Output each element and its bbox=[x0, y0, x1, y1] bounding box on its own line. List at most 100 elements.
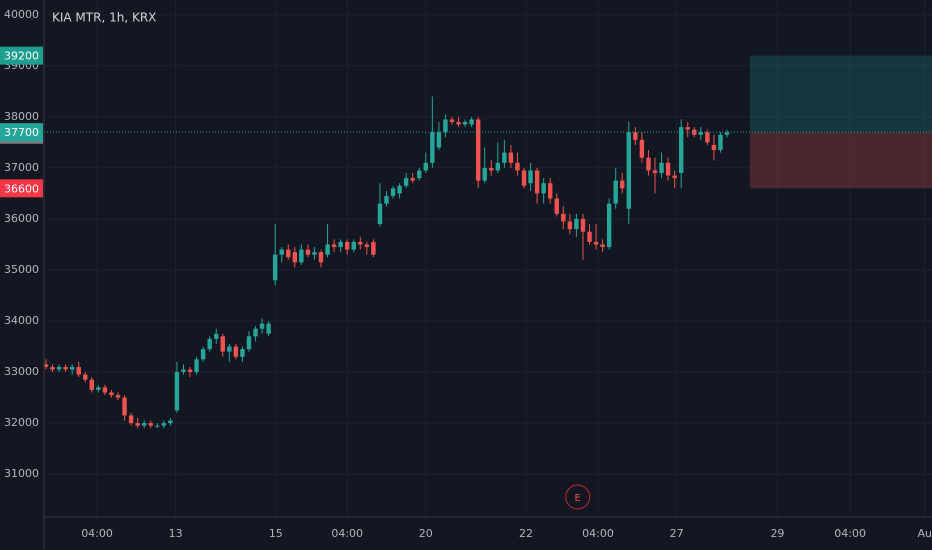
x-tick-label: 04:00 bbox=[834, 527, 866, 540]
candle-body bbox=[502, 152, 507, 163]
event-marker bbox=[565, 484, 591, 510]
candle-body bbox=[168, 420, 173, 424]
candle-body bbox=[724, 132, 730, 135]
x-tick-label: 22 bbox=[519, 527, 533, 540]
price-label: 36600 bbox=[4, 182, 39, 195]
candle-body bbox=[711, 144, 717, 151]
candle-body bbox=[390, 188, 396, 196]
candle-body bbox=[626, 132, 631, 209]
candle-body bbox=[351, 241, 356, 250]
candle-body bbox=[600, 244, 605, 248]
candle-body bbox=[678, 127, 684, 174]
candle-body bbox=[482, 167, 487, 181]
price-label-bg bbox=[0, 46, 43, 65]
candle-body bbox=[299, 249, 304, 263]
x-tick-label: 20 bbox=[419, 527, 433, 540]
candle-body bbox=[672, 175, 677, 179]
price-label-bg bbox=[0, 179, 43, 198]
candle-body bbox=[246, 336, 252, 350]
candle-body bbox=[187, 369, 193, 373]
candle-body bbox=[194, 359, 199, 373]
candle-body bbox=[161, 423, 167, 426]
candle-body bbox=[469, 119, 474, 125]
price-label: 39200 bbox=[4, 50, 39, 63]
candle-body bbox=[286, 249, 291, 258]
candle-body bbox=[698, 132, 704, 135]
candle-body bbox=[652, 170, 658, 174]
candle-body bbox=[345, 241, 350, 250]
candle-body bbox=[554, 198, 559, 214]
candle-body bbox=[338, 241, 343, 248]
candle-body bbox=[403, 178, 409, 186]
candle-body bbox=[109, 392, 114, 396]
candle-body bbox=[515, 162, 520, 171]
candle-body bbox=[233, 346, 239, 357]
candle-body bbox=[207, 338, 212, 350]
candle-body bbox=[358, 241, 363, 245]
profit-zone bbox=[749, 55, 932, 133]
candle-body bbox=[102, 387, 108, 393]
y-tick-label: 36000 bbox=[4, 212, 39, 225]
candle-body bbox=[462, 121, 468, 125]
x-tick-label: 27 bbox=[670, 527, 684, 540]
candle-body bbox=[325, 244, 330, 255]
candle-body bbox=[148, 423, 153, 426]
candle-body bbox=[214, 333, 219, 339]
candle-body bbox=[587, 231, 592, 242]
candle-body bbox=[449, 119, 455, 122]
candle-body bbox=[305, 249, 311, 255]
candle-body bbox=[227, 346, 232, 352]
candle-body bbox=[548, 183, 553, 199]
candle-body bbox=[292, 252, 298, 263]
candle-body bbox=[561, 213, 566, 222]
x-tick-label: 04:00 bbox=[331, 527, 363, 540]
candle-body bbox=[692, 129, 697, 135]
candle-body bbox=[620, 180, 625, 189]
y-tick-label: 37000 bbox=[4, 161, 39, 174]
candle-body bbox=[430, 132, 435, 163]
candle-body bbox=[240, 349, 245, 357]
candle-body bbox=[456, 121, 461, 125]
candle-body bbox=[69, 366, 75, 370]
candle-body bbox=[312, 252, 317, 255]
candle-body bbox=[253, 328, 258, 337]
candle-body bbox=[279, 249, 284, 255]
y-tick-label: 38000 bbox=[4, 110, 39, 123]
chart-title: KIA MTR, 1h, KRX bbox=[52, 11, 156, 25]
candle-body bbox=[364, 244, 370, 248]
y-tick-label: 34000 bbox=[4, 314, 39, 327]
y-tick-label: 33000 bbox=[4, 365, 39, 378]
candle-body bbox=[685, 127, 690, 130]
candle-body bbox=[43, 364, 49, 367]
candle-body bbox=[639, 139, 645, 158]
candle-body bbox=[567, 221, 573, 230]
price-label: 37700 bbox=[4, 126, 39, 139]
candle-body bbox=[272, 254, 278, 281]
y-tick-label: 32000 bbox=[4, 416, 39, 429]
candle-body bbox=[606, 203, 612, 248]
candle-body bbox=[89, 379, 95, 390]
candle-body bbox=[489, 167, 494, 171]
candle-body bbox=[475, 119, 481, 181]
x-tick-label: Au bbox=[918, 527, 932, 540]
x-tick-label: 04:00 bbox=[582, 527, 614, 540]
candle-body bbox=[135, 423, 140, 426]
candle-body bbox=[115, 395, 121, 398]
x-tick-label: 04:00 bbox=[81, 527, 113, 540]
candle-body bbox=[259, 323, 265, 329]
candle-body bbox=[371, 241, 376, 255]
candle-body bbox=[56, 366, 62, 370]
candle-body bbox=[141, 423, 147, 426]
candle-body bbox=[266, 323, 271, 334]
candle-body bbox=[580, 218, 586, 232]
price-label-bg bbox=[0, 123, 43, 142]
candle-body bbox=[318, 252, 324, 263]
candle-body bbox=[122, 397, 127, 416]
candle-body bbox=[574, 218, 579, 230]
candle-body bbox=[633, 132, 638, 140]
candle-body bbox=[76, 366, 81, 375]
candle-body bbox=[181, 369, 186, 373]
candle-body bbox=[397, 185, 402, 194]
